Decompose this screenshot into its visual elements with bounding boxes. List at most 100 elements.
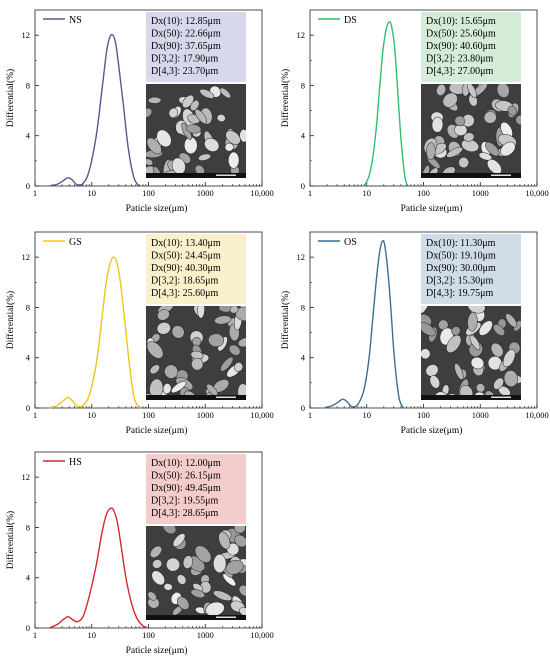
- chart-gs: 1 10 100 1000 10,000 0 4 8 12 Paticle size(μm) Dif…: [5, 231, 274, 436]
- y-tick-label: 4: [301, 131, 306, 141]
- stats-line-dx-90: Dx(90): 40.30μm: [151, 263, 221, 274]
- sem-micrograph-image: [146, 306, 246, 400]
- x-tick-label: 100: [417, 410, 430, 420]
- stats-line-d-4-3: D[4,3]: 25.60μm: [151, 288, 219, 299]
- x-tick-label: 10: [88, 188, 97, 198]
- chart-ns: 1 10 100 1000 10,000 0 4 8 12 Paticle size(μm) Dif…: [5, 9, 274, 214]
- x-tick-label: 100: [417, 188, 430, 198]
- x-axis: 1 10 100 1000 10,000: [33, 624, 274, 640]
- x-tick-label: 100: [142, 630, 155, 640]
- sem-micrograph-image: [421, 84, 521, 178]
- stats-line-d-4-3: D[4,3]: 28.65μm: [151, 508, 219, 519]
- stats-line-dx-50: Dx(50): 19.10μm: [426, 251, 496, 262]
- legend-label-ns: NS: [69, 15, 82, 26]
- stats-box-background: [421, 234, 521, 304]
- chart-ds: 1 10 100 1000 10,000 0 4 8 12 Paticle size(μm) Dif…: [280, 9, 549, 214]
- chart-hs: 1 10 100 1000 10,000 0 4 8 12 Paticle size(μm) Dif…: [5, 451, 274, 656]
- y-tick-label: 12: [297, 30, 306, 40]
- x-tick-label: 100: [142, 410, 155, 420]
- x-tick-label: 10,000: [250, 188, 273, 198]
- y-tick-label: 4: [26, 573, 31, 583]
- series-line-os: [324, 239, 404, 409]
- x-tick-label: 10: [363, 410, 372, 420]
- x-tick-label: 1000: [197, 410, 214, 420]
- legend: HS: [43, 457, 82, 468]
- y-tick-label: 0: [301, 403, 305, 413]
- stats-box-background: [146, 454, 246, 524]
- stats-line-dx-90: Dx(90): 37.65μm: [151, 41, 221, 52]
- stats-line-dx-90: Dx(90): 49.45μm: [151, 483, 221, 494]
- x-tick-label: 10: [88, 630, 97, 640]
- sem-micrograph-image: [146, 526, 246, 620]
- x-tick-label: 1: [33, 410, 37, 420]
- x-tick-label: 1000: [472, 188, 489, 198]
- x-axis-title: Paticle size(μm): [126, 645, 188, 656]
- stats-line-d-4-3: D[4,3]: 19.75μm: [426, 288, 494, 299]
- y-tick-label: 12: [297, 252, 306, 262]
- y-tick-label: 4: [26, 131, 31, 141]
- y-tick-label: 0: [26, 181, 30, 191]
- stats-line-dx-10: Dx(10): 15.65μm: [426, 16, 496, 27]
- legend: NS: [43, 15, 82, 26]
- stats-line-dx-50: Dx(50): 26.15μm: [151, 471, 221, 482]
- x-tick-label: 1: [308, 410, 312, 420]
- y-tick-label: 8: [26, 522, 30, 532]
- y-axis-title: Differential(%): [5, 511, 16, 569]
- stats-line-dx-10: Dx(10): 13.40μm: [151, 238, 221, 249]
- x-tick-label: 1000: [197, 630, 214, 640]
- y-tick-label: 0: [26, 623, 30, 633]
- y-tick-label: 8: [301, 80, 305, 90]
- x-axis: 1 10 100 1000 10,000: [33, 404, 274, 420]
- y-axis-title: Differential(%): [280, 69, 291, 127]
- legend-label-hs: HS: [69, 457, 82, 468]
- x-tick-label: 10,000: [525, 410, 548, 420]
- x-axis-title: Paticle size(μm): [401, 203, 463, 214]
- legend: OS: [318, 237, 357, 248]
- y-tick-label: 4: [301, 353, 306, 363]
- y-axis: 0 4 8 12: [297, 30, 314, 191]
- legend: DS: [318, 15, 357, 26]
- x-tick-label: 10,000: [250, 630, 273, 640]
- stats-line-dx-50: Dx(50): 22.66μm: [151, 29, 221, 40]
- x-tick-label: 1000: [197, 188, 214, 198]
- x-tick-label: 10,000: [250, 410, 273, 420]
- chart-os: 1 10 100 1000 10,000 0 4 8 12 Paticle size(μm) Dif…: [280, 231, 549, 436]
- y-axis: 0 4 8 12: [22, 30, 39, 191]
- stats-line-dx-50: Dx(50): 25.60μm: [426, 29, 496, 40]
- y-tick-label: 8: [301, 302, 305, 312]
- stats-line-dx-10: Dx(10): 12.85μm: [151, 16, 221, 27]
- x-tick-label: 1: [308, 188, 312, 198]
- series-line-gs: [49, 256, 141, 409]
- stats-line-d-3-2: D[3,2]: 18.65μm: [151, 276, 219, 287]
- series-line-ds: [363, 21, 409, 187]
- series-line-ns: [49, 33, 140, 187]
- stats-line-d-4-3: D[4,3]: 27.00μm: [426, 66, 494, 77]
- x-tick-label: 10,000: [525, 188, 548, 198]
- legend-label-ds: DS: [344, 15, 357, 26]
- y-tick-label: 0: [301, 181, 305, 191]
- x-axis: 1 10 100 1000 10,000: [308, 404, 549, 420]
- stats-line-dx-50: Dx(50): 24.45μm: [151, 251, 221, 262]
- x-tick-label: 100: [142, 188, 155, 198]
- stats-line-dx-90: Dx(90): 40.60μm: [426, 41, 496, 52]
- y-axis: 0 4 8 12: [22, 472, 39, 633]
- y-axis-title: Differential(%): [5, 69, 16, 127]
- legend-label-os: OS: [344, 237, 357, 248]
- stats-line-d-4-3: D[4,3]: 23.70μm: [151, 66, 219, 77]
- stats-line-d-3-2: D[3,2]: 15.30μm: [426, 276, 494, 287]
- y-tick-label: 4: [26, 353, 31, 363]
- x-tick-label: 1: [33, 630, 37, 640]
- y-tick-label: 12: [22, 472, 31, 482]
- y-tick-label: 12: [22, 30, 31, 40]
- legend: GS: [43, 237, 82, 248]
- y-tick-label: 8: [26, 302, 30, 312]
- x-axis-title: Paticle size(μm): [126, 425, 188, 436]
- x-tick-label: 10: [88, 410, 97, 420]
- legend-label-gs: GS: [69, 237, 82, 248]
- x-tick-label: 1: [33, 188, 37, 198]
- y-tick-label: 12: [22, 252, 31, 262]
